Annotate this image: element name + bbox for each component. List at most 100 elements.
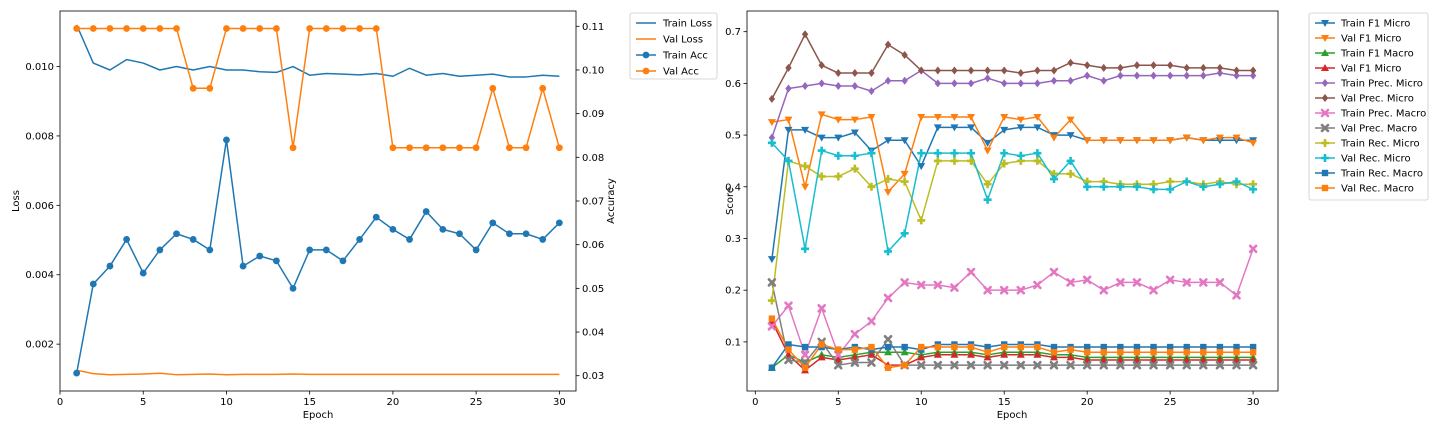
point-train-rec-macro-10 (1150, 343, 1157, 351)
point-train-rec-micro-8 (817, 172, 826, 181)
legend-label: Val Prec. Micro (1341, 94, 1414, 105)
point-val-prec-macro-7 (1248, 360, 1258, 370)
point-val-rec-macro-11 (1133, 349, 1141, 356)
point-val-prec-macro-7 (1232, 360, 1241, 370)
point-val-acc (123, 25, 130, 32)
legend-marker (642, 67, 650, 75)
point-train-acc (389, 225, 397, 233)
x-tick-label: 25 (470, 397, 483, 408)
legend-label: Train Rec. Micro (1340, 139, 1420, 150)
y-axis: 0.1 0.2 0.3 0.4 0.5 0.6 0.7 (725, 27, 747, 348)
point-val-rec-macro-11 (901, 361, 908, 369)
point-train-rec-macro-10 (1249, 343, 1257, 351)
point-val-rec-macro-11 (1034, 343, 1041, 351)
point-val-prec-micro-5 (884, 40, 892, 49)
point-train-prec-macro-6 (817, 303, 826, 313)
point-train-prec-macro-6 (933, 280, 943, 290)
point-train-acc (289, 284, 297, 292)
point-train-rec-micro-8 (983, 180, 992, 189)
point-val-acc (223, 25, 230, 32)
point-val-acc (372, 25, 380, 32)
point-train-prec-micro-4 (951, 79, 958, 88)
point-val-f1-micro-1 (1000, 113, 1009, 121)
point-val-prec-micro-5 (801, 30, 809, 39)
point-train-f1-micro-0 (967, 124, 976, 132)
x-tick-label: 30 (553, 397, 566, 408)
point-val-acc (472, 144, 480, 152)
point-val-prec-micro-5 (1017, 69, 1024, 78)
point-train-acc (406, 236, 413, 243)
point-val-f1-micro-1 (1199, 137, 1208, 145)
x-tick-label: 10 (915, 397, 928, 408)
point-train-acc (489, 219, 497, 227)
point-val-f1-micro-1 (1232, 134, 1241, 142)
point-val-f1-micro-3 (1132, 355, 1141, 363)
point-val-rec-macro-11 (785, 346, 792, 353)
point-val-rec-micro-9 (1215, 180, 1224, 189)
point-val-acc (173, 25, 180, 32)
point-train-rec-macro-10 (1117, 343, 1124, 351)
point-val-rec-macro-11 (768, 315, 776, 322)
point-val-rec-macro-11 (1233, 349, 1240, 356)
x-tick-label: 5 (835, 397, 841, 408)
point-train-f1-micro-0 (983, 139, 992, 147)
x-tick-label: 0 (752, 397, 758, 408)
point-train-rec-macro-10 (1166, 343, 1174, 351)
point-val-acc (406, 144, 413, 152)
point-val-acc (239, 25, 247, 32)
point-val-rec-micro-9 (950, 149, 959, 158)
point-train-prec-micro-4 (801, 81, 809, 90)
point-val-prec-macro-7 (1049, 360, 1059, 370)
legend-label: Val F1 Micro (1341, 34, 1401, 45)
series-line-train-acc (75, 139, 560, 374)
point-val-rec-macro-11 (1117, 349, 1124, 356)
point-val-acc (555, 144, 563, 152)
point-train-acc (173, 230, 180, 238)
y-tick-label: 0.002 (25, 340, 54, 351)
point-train-prec-macro-6 (1116, 278, 1125, 287)
point-train-prec-macro-6 (1132, 278, 1142, 287)
legend-marker (1320, 123, 1330, 133)
point-val-prec-micro-5 (1200, 63, 1207, 72)
point-val-prec-micro-5 (1150, 61, 1157, 70)
point-val-prec-macro-7 (950, 360, 959, 370)
point-val-rec-micro-9 (1083, 182, 1092, 191)
legend: Train F1 Micro Val F1 Micro Train F1 Macro… (1308, 12, 1429, 201)
x-axis-label: Epoch (997, 410, 1028, 421)
point-val-acc (73, 25, 81, 32)
point-train-prec-macro-6 (1248, 244, 1258, 254)
point-train-rec-micro-8 (917, 216, 926, 225)
point-val-rec-micro-9 (1149, 185, 1158, 194)
point-train-prec-micro-4 (868, 87, 875, 96)
x-axis-label: Epoch (303, 410, 334, 421)
point-train-prec-macro-6 (1165, 275, 1175, 285)
point-train-f1-micro-0 (933, 124, 942, 132)
y-tick-label: 0.008 (25, 131, 54, 142)
point-train-prec-micro-4 (1249, 71, 1257, 80)
point-val-rec-macro-11 (868, 343, 875, 351)
legend-marker (1321, 184, 1329, 192)
y-tick-label: 0.2 (725, 286, 741, 297)
point-train-prec-micro-4 (1166, 71, 1174, 80)
point-val-f1-micro-1 (784, 116, 793, 124)
point-train-acc (506, 230, 513, 238)
point-val-f1-micro-1 (1066, 116, 1075, 124)
point-val-prec-macro-7 (1215, 360, 1225, 370)
point-val-f1-micro-3 (1232, 355, 1241, 363)
point-val-f1-micro-1 (801, 183, 810, 191)
point-train-prec-macro-6 (1066, 278, 1075, 287)
point-val-rec-macro-11 (1067, 346, 1074, 353)
x-tick-label: 5 (140, 397, 146, 408)
point-val-rec-micro-9 (850, 151, 859, 160)
point-train-rec-macro-10 (984, 343, 991, 351)
point-train-prec-macro-6 (1099, 285, 1109, 295)
point-train-f1-micro-0 (817, 134, 826, 142)
point-train-prec-micro-4 (1183, 71, 1190, 80)
point-train-f1-micro-0 (834, 134, 843, 142)
point-val-acc (206, 84, 214, 92)
point-train-rec-macro-10 (801, 343, 809, 351)
series-line-train-f1-macro-2 (771, 351, 1254, 369)
point-val-rec-macro-11 (934, 343, 942, 351)
legend-label: Train Rec. Macro (1340, 169, 1423, 180)
x-tick-label: 15 (303, 397, 316, 408)
